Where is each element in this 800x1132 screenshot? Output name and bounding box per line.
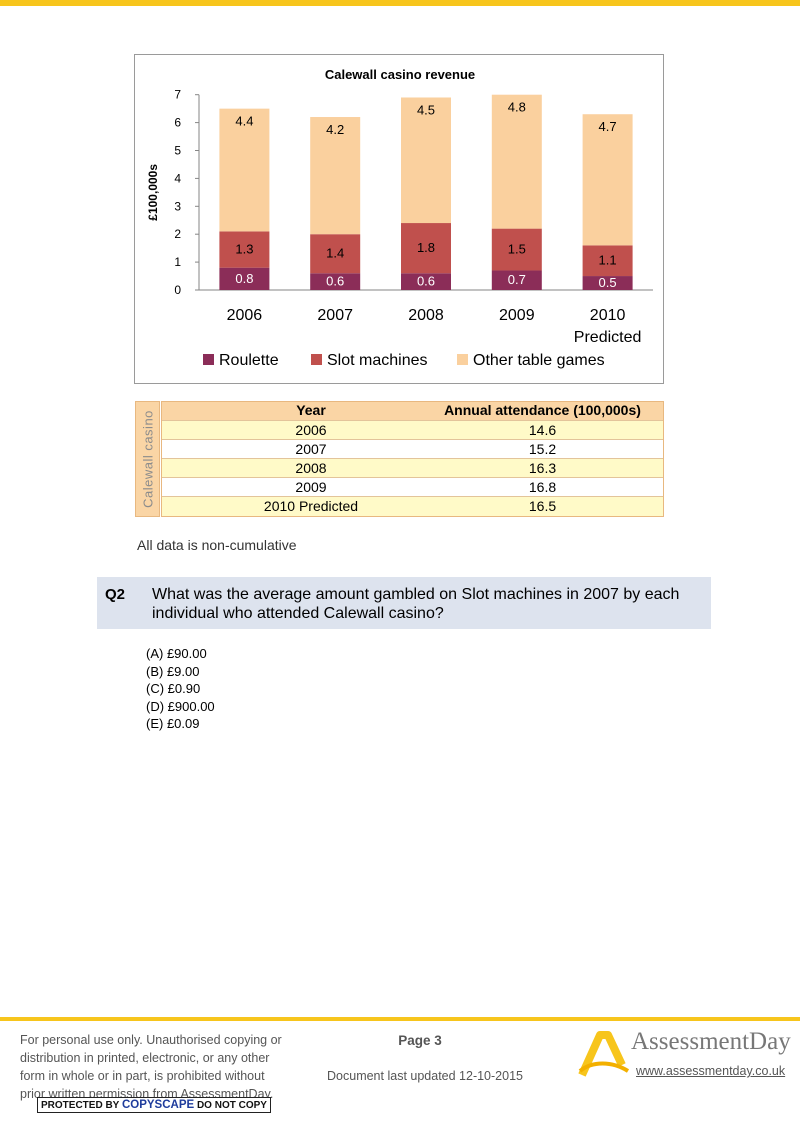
header-year: Year <box>296 402 326 418</box>
bar-segment-other-table-games <box>401 97 451 224</box>
y-tick-label: 5 <box>174 144 181 158</box>
row-year: 2009 <box>295 479 327 495</box>
x-tick-label: 2007 <box>317 307 353 324</box>
legend-swatch <box>203 354 214 365</box>
copyscape-badge[interactable]: PROTECTED BY COPYSCAPE DO NOT COPY <box>37 1097 271 1113</box>
option-c[interactable]: (C) £0.90 <box>146 681 201 696</box>
legend-label: Roulette <box>219 352 279 369</box>
footer-accent-bar <box>0 1017 800 1021</box>
assessmentday-logo-icon <box>578 1031 630 1077</box>
bar-segment-other-table-games <box>491 94 542 229</box>
top-accent-bar <box>0 0 800 6</box>
revenue-chart-svg: Calewall casino revenue 0 1 2 3 4 5 6 7 £100,000s… <box>146 67 653 369</box>
bar-segment-slot-machines <box>310 234 361 274</box>
legend-swatch <box>311 354 322 365</box>
x-tick-label: 2010 <box>590 307 626 324</box>
bar-segment-slot-machines <box>582 245 633 277</box>
y-axis-label: £100,000s <box>146 164 160 221</box>
page-number: Page 3 <box>398 1033 442 1048</box>
table-row: 2008 16.3 <box>161 458 664 478</box>
y-tick-label: 1 <box>174 255 181 269</box>
chart-title: Calewall casino revenue <box>325 67 475 82</box>
bar-segment-roulette <box>219 267 270 290</box>
data-label: 4.4 <box>235 114 253 129</box>
x-tick-label: Predicted <box>574 329 642 346</box>
footer-disclaimer: For personal use only. Unauthorised copy… <box>20 1033 282 1101</box>
data-label: 1.3 <box>235 242 253 257</box>
row-year: 2010 Predicted <box>263 498 359 514</box>
option-e[interactable]: (E) £0.09 <box>146 716 200 731</box>
question-box: Q2 What was the average amount gambled o… <box>97 577 711 629</box>
y-tick-label: 6 <box>174 116 181 130</box>
bar-segment-slot-machines <box>219 231 270 268</box>
table-row: 2009 16.8 <box>161 477 664 497</box>
website-link[interactable]: www.assessmentday.co.uk <box>636 1064 786 1078</box>
bar-segment-roulette <box>310 273 361 290</box>
bar-segment-other-table-games <box>310 117 361 235</box>
legend-label: Slot machines <box>327 352 428 369</box>
data-label: 1.4 <box>326 246 344 261</box>
data-label: 4.5 <box>417 102 435 117</box>
brand-name: AssessmentDay <box>631 1028 791 1055</box>
data-label: 0.6 <box>417 274 435 289</box>
x-tick-label: 2008 <box>408 307 444 324</box>
revenue-chart: Calewall casino revenue 0 1 2 3 4 5 6 7 £100,000s… <box>134 54 664 384</box>
row-attendance: 14.6 <box>528 422 557 438</box>
data-label: 4.8 <box>508 100 526 115</box>
answer-options: (A) £90.00 (B) £9.00 (C) £0.90 (D) £900.… <box>146 645 215 733</box>
option-d[interactable]: (D) £900.00 <box>146 698 215 714</box>
data-label: 1.1 <box>599 253 617 268</box>
copyscape-prefix: PROTECTED BY <box>41 1100 122 1111</box>
x-tick-label: 2009 <box>499 307 535 324</box>
row-attendance: 16.8 <box>528 479 557 495</box>
legend-label: Other table games <box>473 352 605 369</box>
bar-segment-other-table-games <box>582 114 633 246</box>
y-tick-label: 0 <box>174 283 181 297</box>
copyscape-brand: COPYSCAPE <box>121 1099 195 1111</box>
copyscape-suffix: DO NOT COPY <box>194 1100 267 1111</box>
y-tick-label: 4 <box>174 171 181 185</box>
table-row: 2006 14.6 <box>161 420 664 440</box>
x-tick-label: 2006 <box>227 307 263 324</box>
row-attendance: 15.2 <box>528 441 557 457</box>
row-attendance: 16.5 <box>528 498 557 514</box>
y-tick-label: 3 <box>174 199 181 213</box>
data-label: 0.6 <box>326 274 344 289</box>
data-label: 1.8 <box>417 240 435 255</box>
data-label: 0.8 <box>235 271 253 286</box>
data-note: All data is non-cumulative <box>137 537 297 553</box>
bar-segment-roulette <box>491 270 542 290</box>
attendance-table: Calewall casino Year Annual attendance (… <box>135 401 664 517</box>
y-tick-label: 2 <box>174 227 181 241</box>
data-label: 4.2 <box>326 122 344 137</box>
attendance-table-side-label: Calewall casino <box>135 401 160 517</box>
bar-segment-other-table-games <box>219 108 270 232</box>
bar-segment-slot-machines <box>401 223 451 274</box>
row-year: 2008 <box>295 460 327 476</box>
legend-swatch <box>457 354 468 365</box>
table-header-row: Year Annual attendance (100,000s) <box>161 401 664 420</box>
bar-segment-roulette <box>582 276 633 290</box>
data-label: 0.5 <box>599 275 617 290</box>
data-label: 1.5 <box>508 242 526 257</box>
table-row: 2010 Predicted 16.5 <box>161 496 664 516</box>
option-b[interactable]: (B) £9.00 <box>146 663 200 679</box>
side-label-text: Calewall casino <box>140 410 155 508</box>
data-label: 4.7 <box>599 119 617 134</box>
y-tick-label: 7 <box>174 88 181 102</box>
question-number: Q2 <box>105 586 126 603</box>
row-year: 2007 <box>295 441 327 457</box>
data-label: 0.7 <box>508 272 526 287</box>
row-attendance: 16.3 <box>528 460 557 476</box>
option-a[interactable]: (A) £90.00 <box>146 646 207 661</box>
row-year: 2006 <box>295 422 327 438</box>
table-row: 2007 15.2 <box>161 439 664 459</box>
bar-segment-roulette <box>401 273 451 290</box>
header-attendance: Annual attendance (100,000s) <box>444 402 641 418</box>
question-text: What was the average amount gambled on S… <box>152 586 680 622</box>
bar-segment-slot-machines <box>491 228 542 271</box>
last-updated: Document last updated 12-10-2015 <box>327 1069 523 1083</box>
